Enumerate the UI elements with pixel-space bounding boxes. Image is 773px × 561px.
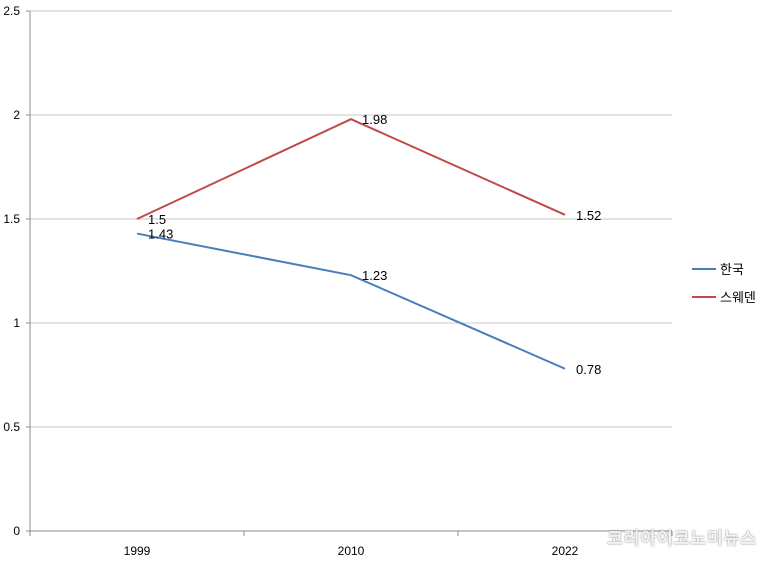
axes bbox=[29, 11, 672, 532]
y-tick-label: 0 bbox=[13, 524, 20, 538]
data-label: 1.98 bbox=[362, 112, 387, 127]
data-label: 1.23 bbox=[362, 268, 387, 283]
series-lines bbox=[136, 118, 566, 370]
y-tick-label: 1.5 bbox=[3, 212, 20, 226]
data-label: 1.43 bbox=[148, 227, 173, 242]
watermark: 코리아이코노미뉴스 bbox=[607, 529, 757, 548]
y-tick-label: 1 bbox=[13, 316, 20, 330]
y-tick-label: 2.5 bbox=[3, 4, 20, 18]
y-axis-ticks: 0 0.5 1 1.5 2 2.5 bbox=[3, 4, 30, 538]
legend-entry: 한국 bbox=[720, 262, 744, 277]
series-line bbox=[136, 232, 566, 370]
data-label: 0.78 bbox=[576, 362, 601, 377]
data-label: 1.5 bbox=[148, 212, 166, 227]
gridlines bbox=[30, 10, 672, 532]
data-label: 1.52 bbox=[576, 208, 601, 223]
y-tick-label: 2 bbox=[13, 108, 20, 122]
x-axis-ticks: 1999 2010 2022 bbox=[29, 531, 673, 558]
data-labels: 1.43 1.23 0.78 1.5 1.98 1.52 bbox=[148, 112, 601, 377]
x-tick-label: 2010 bbox=[338, 544, 365, 558]
x-tick-label: 2022 bbox=[552, 544, 579, 558]
legend-entry: 스웨덴 bbox=[720, 290, 756, 305]
x-tick-label: 1999 bbox=[124, 544, 151, 558]
y-tick-label: 0.5 bbox=[3, 420, 20, 434]
series-line bbox=[136, 118, 566, 220]
